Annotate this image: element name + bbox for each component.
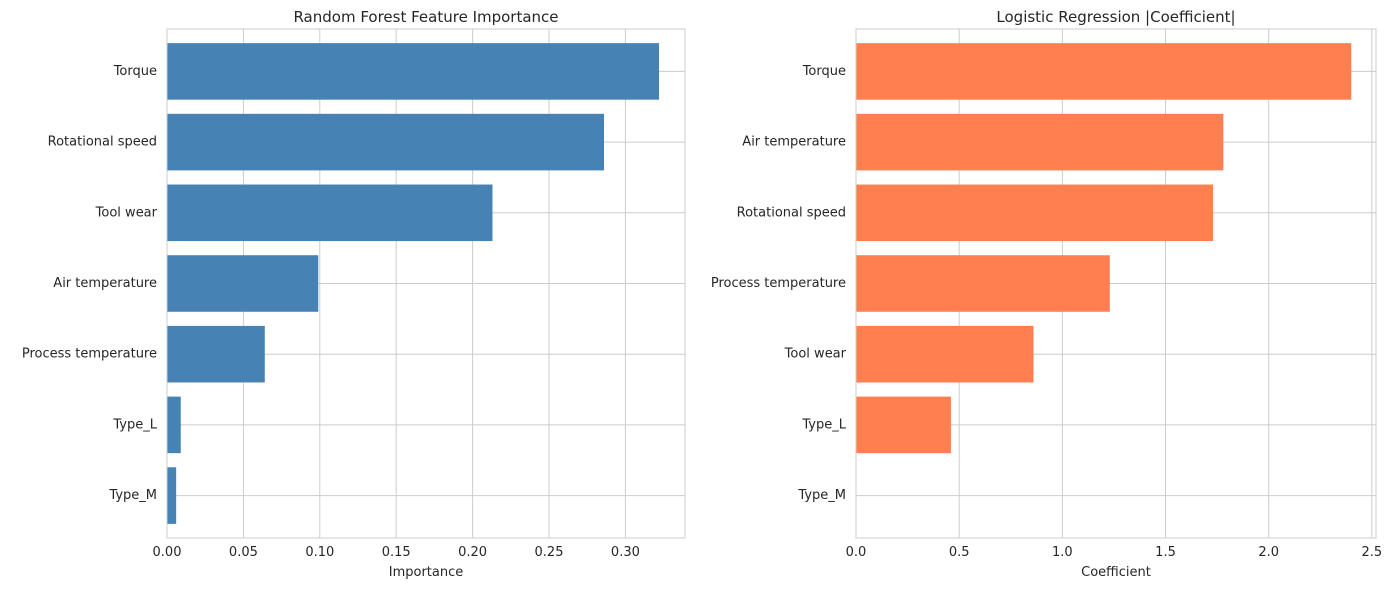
logreg-x-tick-label: 2.5 xyxy=(1362,545,1383,560)
logreg-x-tick-label: 1.0 xyxy=(1052,545,1073,560)
rf-bar xyxy=(167,255,319,312)
rf-x-tick-label: 0.20 xyxy=(458,545,487,560)
rf-y-tick-label: Type_M xyxy=(108,488,157,503)
rf-x-axis-label: Importance xyxy=(389,565,464,580)
rf-x-tick-label: 0.05 xyxy=(229,545,258,560)
rf-x-tick-label: 0.30 xyxy=(611,545,640,560)
rf-x-tick-label: 0.10 xyxy=(305,545,334,560)
logreg-x-tick-label: 0.5 xyxy=(949,545,970,560)
rf-x-tick-label: 0.25 xyxy=(535,545,564,560)
rf-y-tick-label: Air temperature xyxy=(53,276,157,291)
logreg-coefficient-chart: Torque Air temperature Rotational speed Pro… xyxy=(711,8,1382,580)
rf-y-tick-label: Torque xyxy=(113,64,157,79)
logreg-y-tick-label: Process temperature xyxy=(711,276,846,291)
logreg-bar xyxy=(856,184,1213,242)
logreg-bar xyxy=(856,325,1034,383)
rf-bar xyxy=(167,184,493,242)
logreg-y-tick-label: Rotational speed xyxy=(737,205,846,220)
logreg-x-tick-label: 0.0 xyxy=(846,545,867,560)
rf-bar xyxy=(167,113,605,171)
logreg-bar xyxy=(856,113,1224,171)
logreg-y-tick-label: Torque xyxy=(802,64,846,79)
rf-x-tick-label: 0.00 xyxy=(153,545,182,560)
rf-x-tick-label: 0.15 xyxy=(382,545,411,560)
logreg-bar xyxy=(856,43,1352,100)
rf-importance-chart: Torque Rotational speed Tool wear Air tempe… xyxy=(22,8,686,580)
logreg-x-tick-label: 1.5 xyxy=(1155,545,1176,560)
rf-bar xyxy=(167,467,177,524)
rf-bar xyxy=(167,396,181,454)
logreg-y-tick-label: Tool wear xyxy=(784,347,847,362)
rf-y-tick-label: Rotational speed xyxy=(48,135,157,150)
logreg-y-tick-label: Type_L xyxy=(801,417,846,432)
logreg-x-tick-label: 2.0 xyxy=(1258,545,1279,560)
logreg-chart-title: Logistic Regression |Coefficient| xyxy=(996,8,1235,26)
rf-plot-frame xyxy=(166,28,686,539)
logreg-y-tick-label: Air temperature xyxy=(742,135,846,150)
logreg-plot-frame xyxy=(855,28,1377,539)
rf-bar xyxy=(167,43,660,100)
logreg-bar xyxy=(856,396,951,454)
rf-y-tick-label: Type_L xyxy=(112,417,157,432)
rf-bar xyxy=(167,325,265,383)
rf-y-tick-label: Process temperature xyxy=(22,347,157,362)
rf-chart-title: Random Forest Feature Importance xyxy=(293,8,558,26)
rf-y-tick-label: Tool wear xyxy=(95,205,158,220)
logreg-x-axis-label: Coefficient xyxy=(1081,565,1151,580)
logreg-bar xyxy=(856,255,1110,312)
logreg-y-tick-label: Type_M xyxy=(797,488,846,503)
